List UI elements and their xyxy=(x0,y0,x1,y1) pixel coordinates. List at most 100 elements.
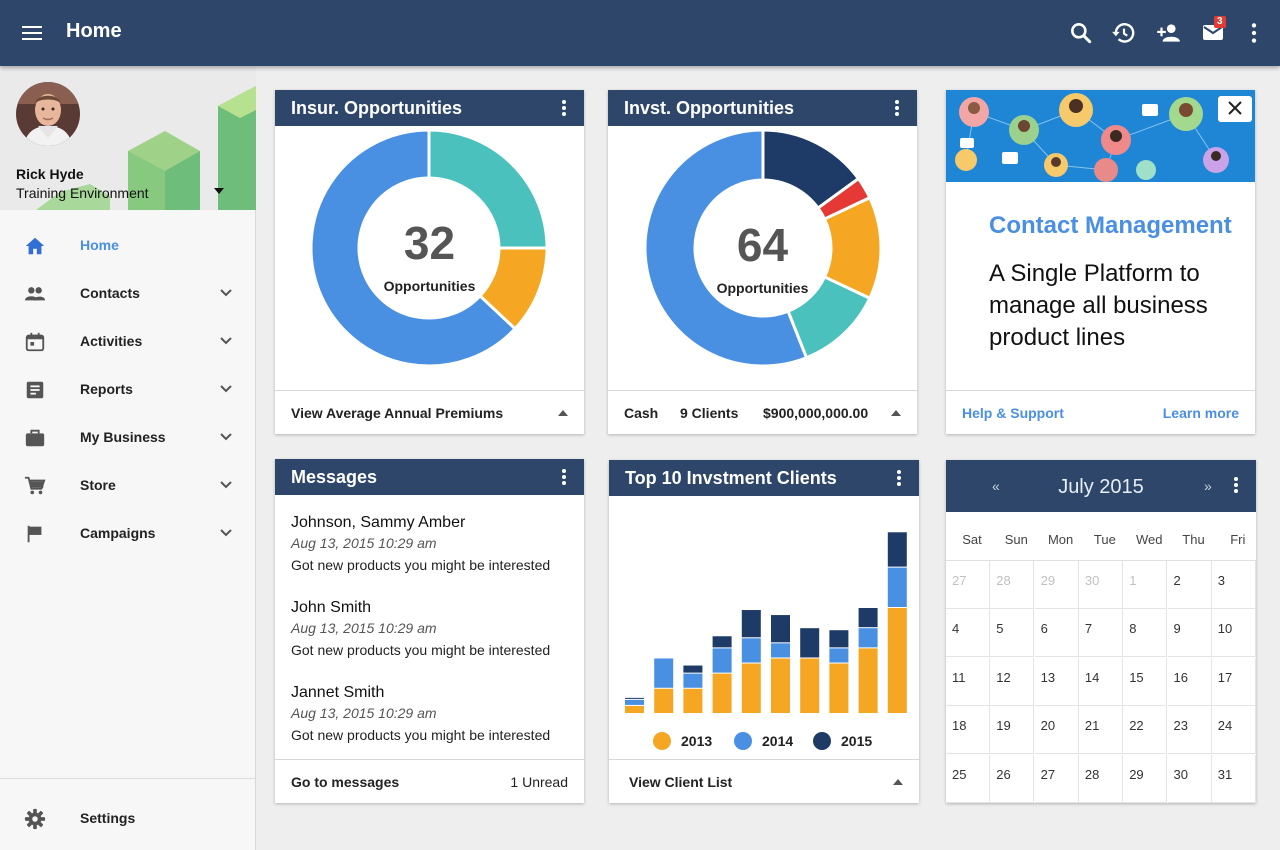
bar-segment-2014[interactable] xyxy=(858,628,878,648)
calendar-day[interactable]: 20 xyxy=(1034,706,1079,755)
view-client-list-link[interactable]: View Client List xyxy=(629,774,733,790)
mail-button[interactable]: 3 xyxy=(1201,16,1227,46)
calendar-day[interactable]: 5 xyxy=(990,609,1035,658)
message-item[interactable]: John Smith Aug 13, 2015 10:29 am Got new… xyxy=(291,599,581,658)
message-item[interactable]: Johnson, Sammy Amber Aug 13, 2015 10:29 … xyxy=(291,514,581,573)
next-month-button[interactable]: » xyxy=(1204,478,1212,494)
bar-segment-2014[interactable] xyxy=(654,658,674,688)
bar-segment-2013[interactable] xyxy=(625,705,644,713)
calendar-day[interactable]: 30 xyxy=(1167,754,1212,803)
calendar-day[interactable]: 29 xyxy=(1123,754,1168,803)
calendar-day[interactable]: 27 xyxy=(946,561,990,609)
chevron-down-icon[interactable] xyxy=(218,525,234,541)
calendar-day[interactable]: 23 xyxy=(1167,706,1212,755)
donut-slice[interactable] xyxy=(643,128,809,368)
chevron-down-icon[interactable] xyxy=(218,381,234,397)
more-vert-icon[interactable] xyxy=(891,469,907,487)
sidebar-item-settings[interactable]: Settings xyxy=(0,794,256,842)
bar-segment-2013[interactable] xyxy=(800,658,820,713)
chevron-down-icon[interactable] xyxy=(218,285,234,301)
calendar-day[interactable]: 6 xyxy=(1034,609,1079,658)
more-vert-icon[interactable] xyxy=(556,468,572,486)
environment-dropdown-arrow[interactable] xyxy=(214,188,224,194)
bar-segment-2015[interactable] xyxy=(712,636,732,648)
bar-segment-2013[interactable] xyxy=(829,663,849,713)
chevron-down-icon[interactable] xyxy=(218,477,234,493)
message-item[interactable]: Jannet Smith Aug 13, 2015 10:29 am Got n… xyxy=(291,684,581,743)
bar-segment-2014[interactable] xyxy=(771,643,790,658)
calendar-day[interactable]: 25 xyxy=(946,754,990,803)
bar-segment-2013[interactable] xyxy=(858,648,878,713)
calendar-day[interactable]: 11 xyxy=(946,657,990,706)
calendar-day[interactable]: 4 xyxy=(946,609,990,658)
bar-segment-2013[interactable] xyxy=(712,673,732,713)
bar-segment-2014[interactable] xyxy=(887,567,907,607)
bar-segment-2015[interactable] xyxy=(683,665,703,673)
calendar-day[interactable]: 21 xyxy=(1078,706,1123,755)
search-icon[interactable] xyxy=(1068,20,1094,46)
more-vert-icon[interactable] xyxy=(1228,476,1244,494)
view-premiums-link[interactable]: View Average Annual Premiums xyxy=(291,405,504,421)
calendar-day[interactable]: 10 xyxy=(1211,609,1256,658)
sidebar-item-campaigns[interactable]: Campaigns xyxy=(0,509,256,557)
help-support-link[interactable]: Help & Support xyxy=(962,405,1064,421)
calendar-day[interactable]: 31 xyxy=(1211,754,1256,803)
calendar-day[interactable]: 12 xyxy=(990,657,1035,706)
calendar-day[interactable]: 24 xyxy=(1211,706,1256,755)
calendar-day[interactable]: 8 xyxy=(1123,609,1168,658)
bar-segment-2014[interactable] xyxy=(712,648,732,673)
sidebar-item-my-business[interactable]: My Business xyxy=(0,413,256,461)
avatar[interactable] xyxy=(16,82,80,146)
bar-segment-2015[interactable] xyxy=(800,628,820,658)
hamburger-menu-icon[interactable] xyxy=(22,22,44,44)
calendar-day[interactable]: 2 xyxy=(1167,561,1212,609)
calendar-day[interactable]: 14 xyxy=(1078,657,1123,706)
calendar-day[interactable]: 26 xyxy=(990,754,1035,803)
calendar-day[interactable]: 13 xyxy=(1034,657,1079,706)
calendar-day[interactable]: 15 xyxy=(1123,657,1168,706)
calendar-day[interactable]: 27 xyxy=(1034,754,1079,803)
bar-segment-2014[interactable] xyxy=(625,699,644,705)
calendar-day[interactable]: 1 xyxy=(1123,561,1168,609)
calendar-day[interactable]: 3 xyxy=(1211,561,1256,609)
expand-caret-icon[interactable] xyxy=(893,779,903,785)
calendar-day[interactable]: 29 xyxy=(1034,561,1079,609)
more-vert-icon[interactable] xyxy=(556,99,572,117)
more-vert-icon[interactable] xyxy=(889,99,905,117)
donut-slice[interactable] xyxy=(309,128,518,368)
bar-segment-2013[interactable] xyxy=(887,608,907,713)
add-person-icon[interactable] xyxy=(1155,20,1181,46)
calendar-day[interactable]: 28 xyxy=(990,561,1035,609)
calendar-day[interactable]: 9 xyxy=(1167,609,1212,658)
bar-segment-2013[interactable] xyxy=(741,663,761,713)
chevron-down-icon[interactable] xyxy=(218,333,234,349)
sidebar-item-activities[interactable]: Activities xyxy=(0,317,256,365)
donut-slice[interactable] xyxy=(427,128,549,250)
bar-segment-2013[interactable] xyxy=(654,688,674,713)
bar-segment-2013[interactable] xyxy=(771,658,790,713)
learn-more-link[interactable]: Learn more xyxy=(1162,405,1239,421)
bar-segment-2015[interactable] xyxy=(625,697,644,699)
calendar-day[interactable]: 22 xyxy=(1123,706,1168,755)
more-vert-icon[interactable] xyxy=(1241,20,1267,46)
calendar-day[interactable]: 19 xyxy=(990,706,1035,755)
calendar-day[interactable]: 28 xyxy=(1078,754,1123,803)
sidebar-item-contacts[interactable]: Contacts xyxy=(0,269,256,317)
bar-segment-2015[interactable] xyxy=(858,608,878,628)
sidebar-item-store[interactable]: Store xyxy=(0,461,256,509)
bar-segment-2015[interactable] xyxy=(741,610,761,638)
go-to-messages-link[interactable]: Go to messages xyxy=(291,774,400,790)
bar-segment-2015[interactable] xyxy=(771,615,790,643)
bar-segment-2014[interactable] xyxy=(829,648,849,663)
sidebar-item-reports[interactable]: Reports xyxy=(0,365,256,413)
bar-segment-2015[interactable] xyxy=(829,630,849,648)
calendar-day[interactable]: 18 xyxy=(946,706,990,755)
calendar-day[interactable]: 7 xyxy=(1078,609,1123,658)
sidebar-item-home[interactable]: Home xyxy=(0,221,256,269)
history-icon[interactable] xyxy=(1111,20,1137,46)
bar-segment-2014[interactable] xyxy=(683,673,703,688)
close-button[interactable] xyxy=(1218,96,1252,122)
calendar-day[interactable]: 30 xyxy=(1078,561,1123,609)
bar-segment-2014[interactable] xyxy=(741,638,761,663)
calendar-day[interactable]: 17 xyxy=(1211,657,1256,706)
